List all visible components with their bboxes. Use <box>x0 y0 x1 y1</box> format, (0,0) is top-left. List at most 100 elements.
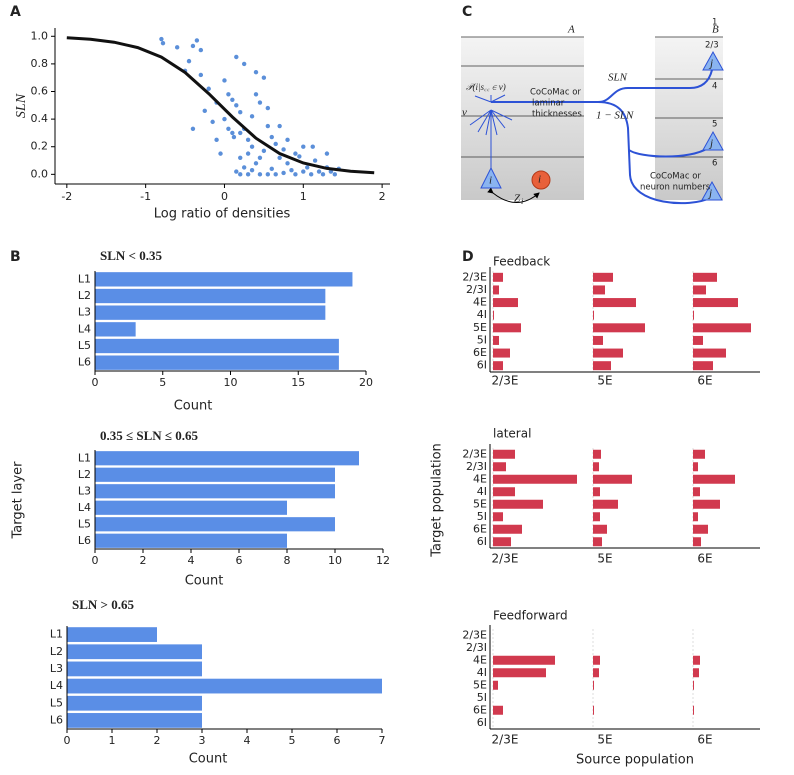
scatter-point <box>198 72 204 78</box>
bar <box>693 474 735 484</box>
target-neuron <box>702 50 724 71</box>
scatter-point <box>214 137 219 143</box>
scatter-point <box>253 92 259 97</box>
x-axis-label: Log ratio of densities <box>154 207 291 222</box>
bar <box>67 695 202 711</box>
x-tick-label: 4 <box>188 554 195 567</box>
y-tick-label: 4E <box>473 653 487 666</box>
scatter-point <box>190 43 196 49</box>
y-tick-label: L2 <box>78 468 91 481</box>
y-tick-label: 6E <box>473 522 487 535</box>
scatter-point <box>281 147 286 152</box>
y-axis-label: SLN <box>14 93 29 118</box>
y-tick-label: 0.8 <box>31 57 49 70</box>
bar <box>693 537 701 547</box>
diagram: A B 1 2/3 4 5 6 i j j j i Z i 𝒫(i|s꜀꜀ ∈ … <box>461 18 724 206</box>
x-tick-label: 0 <box>92 376 99 389</box>
sln-label: 1 − SLN <box>596 110 634 122</box>
x-tick-label: 4 <box>244 734 251 747</box>
x-tick-label: 20 <box>359 376 373 389</box>
bar <box>593 361 611 371</box>
y-tick-label: 5I <box>477 691 487 704</box>
scatter-point <box>159 36 164 42</box>
x-tick-label: 6E <box>697 552 712 566</box>
x-tick-label: -2 <box>61 190 72 203</box>
bar <box>693 524 708 534</box>
y-tick-label: 5I <box>477 510 487 523</box>
bar <box>693 680 694 690</box>
y-tick-label: 5I <box>477 333 487 346</box>
bar <box>693 655 700 665</box>
chart-title: Feedforward <box>493 609 568 623</box>
layer-label: 6 <box>712 159 717 169</box>
x-tick-label: 6 <box>334 734 341 747</box>
probability-label: 𝒫(i|s꜀꜀ ∈ ν) <box>466 82 506 92</box>
y-tick-label: 2/3I <box>466 283 487 296</box>
scatter-point <box>202 108 207 114</box>
bar <box>693 272 717 282</box>
bar <box>493 323 521 333</box>
x-tick-label: 2 <box>140 554 147 567</box>
y-tick-label: L5 <box>78 339 91 352</box>
note: laminar <box>532 99 565 109</box>
bar <box>593 272 613 282</box>
x-tick-label: 10 <box>328 554 342 567</box>
x-axis-label: Count <box>189 752 228 767</box>
bar <box>693 310 694 320</box>
y-tick-label: 6I <box>477 716 487 729</box>
scatter-point <box>218 151 223 156</box>
scatter-point <box>261 75 267 80</box>
scatter-point <box>293 172 298 177</box>
bar <box>693 462 698 472</box>
layer-label: 5 <box>712 120 717 130</box>
bar <box>493 285 499 295</box>
bar <box>493 310 494 320</box>
bar <box>593 335 603 345</box>
y-tick-label: 2/3E <box>462 270 487 283</box>
scatter-point <box>241 61 247 67</box>
scatter-point <box>332 172 338 177</box>
scatter-point <box>277 155 282 160</box>
scatter-point <box>174 45 180 50</box>
scatter-point <box>238 130 243 136</box>
scatter-point <box>230 97 235 102</box>
axon-paths <box>491 69 713 205</box>
x-tick-label: 2/3E <box>492 374 519 388</box>
scatter-point <box>222 116 227 122</box>
bar <box>493 680 498 690</box>
bar <box>693 668 699 678</box>
nu-label: ν <box>462 107 467 119</box>
scatter-point <box>249 114 255 119</box>
scatter-point <box>257 155 263 160</box>
bar <box>493 705 503 715</box>
scatter-point <box>231 134 237 140</box>
bar <box>493 524 522 534</box>
x-tick-label: 7 <box>379 734 386 747</box>
bar <box>95 288 326 304</box>
bar <box>493 462 506 472</box>
bar <box>67 713 202 728</box>
arrow <box>487 187 540 203</box>
y-tick-label: 4I <box>477 308 487 321</box>
scatter-point <box>285 137 290 143</box>
bar <box>95 484 335 499</box>
scatter-point <box>234 54 239 60</box>
bar <box>493 655 555 665</box>
y-tick-label: L2 <box>78 289 91 302</box>
bar <box>693 348 726 358</box>
area-label: B <box>712 24 719 36</box>
scatter-point <box>257 172 263 177</box>
bar <box>593 487 600 497</box>
y-tick-label: L3 <box>50 662 63 675</box>
bar <box>693 298 738 308</box>
scatter-point <box>222 78 227 83</box>
x-tick-label: 6 <box>236 554 243 567</box>
x-tick-label: 5E <box>597 552 612 566</box>
scatter-point <box>257 100 263 105</box>
area-label: A <box>567 24 575 36</box>
bar <box>693 361 713 371</box>
scatter-point <box>194 38 200 43</box>
bar <box>593 512 600 522</box>
bar <box>593 323 645 333</box>
